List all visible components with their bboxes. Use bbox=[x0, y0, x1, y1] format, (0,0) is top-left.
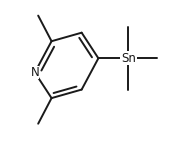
Text: N: N bbox=[30, 66, 39, 79]
Text: Sn: Sn bbox=[121, 52, 136, 65]
